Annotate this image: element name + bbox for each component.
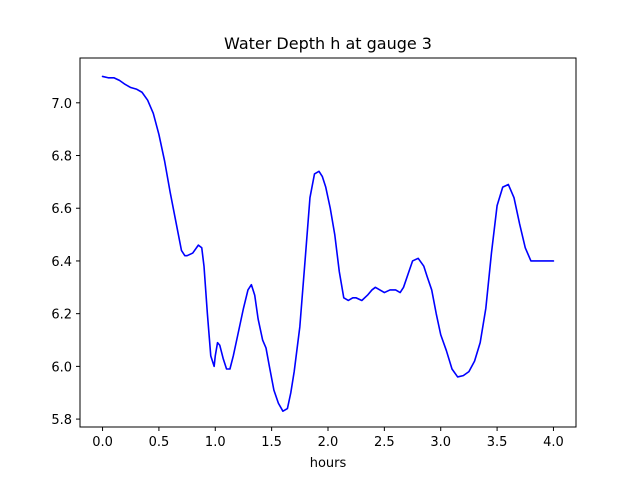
y-tick-label: 6.4 [51, 255, 72, 270]
x-tick-label: 2.0 [318, 435, 339, 450]
x-tick-label: 3.0 [430, 435, 451, 450]
x-tick-label: 1.0 [205, 435, 226, 450]
x-axis-label: hours [310, 456, 347, 471]
y-tick-label: 6.0 [51, 360, 72, 375]
y-tick-label: 6.2 [51, 308, 72, 323]
series-line-0 [101, 75, 555, 412]
x-tick-label: 3.5 [487, 435, 508, 450]
y-tick-label: 6.8 [51, 150, 72, 165]
plot-area [101, 75, 555, 412]
x-tick-label: 1.5 [261, 435, 282, 450]
y-tick-label: 7.0 [51, 97, 72, 112]
x-tick-label: 0.5 [149, 435, 170, 450]
x-tick-label: 4.0 [543, 435, 564, 450]
y-tick-label: 5.8 [51, 413, 72, 428]
x-tick-label: 0.0 [92, 435, 113, 450]
axis-ticks: 0.0 0.5 1.0 1.5 2.0 2.5 3.0 3.5 4.0 5.8 6.0 6.2 6.4 6… [51, 97, 563, 450]
y-tick-label: 6.6 [51, 202, 72, 217]
x-tick-label: 2.5 [374, 435, 395, 450]
chart-title: Water Depth h at gauge 3 [224, 34, 432, 53]
